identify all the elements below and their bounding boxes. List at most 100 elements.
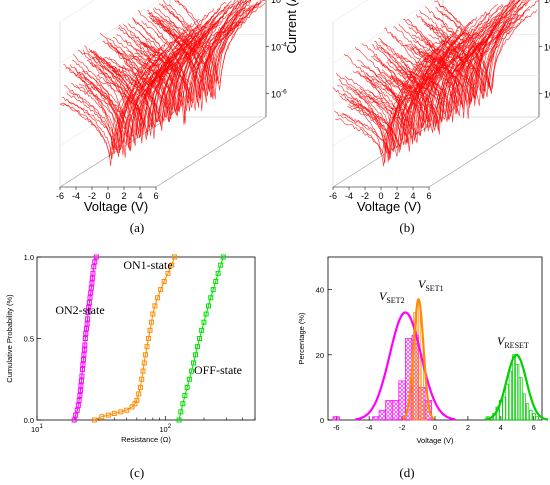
data-point xyxy=(91,417,97,423)
x-tick-label: 0 xyxy=(433,423,437,432)
iv-curve xyxy=(429,10,526,106)
iv-curve xyxy=(119,17,217,123)
iv-curve xyxy=(136,24,233,112)
iv-curve xyxy=(422,15,520,104)
x-axis-label: Resistance (Ω) xyxy=(121,435,171,444)
series-label-base: V xyxy=(379,289,388,303)
data-point xyxy=(84,321,90,327)
z-tick-label-base: 10 xyxy=(544,0,550,5)
iv-curve xyxy=(159,0,252,92)
iv-curve xyxy=(403,11,501,112)
data-point xyxy=(111,410,117,416)
data-point xyxy=(86,305,92,311)
data-point xyxy=(215,270,221,276)
data-point xyxy=(165,270,171,276)
x-axis-label: Voltage (V) xyxy=(357,199,421,214)
iv-curve xyxy=(423,0,521,99)
histogram-bar xyxy=(521,393,526,421)
data-point xyxy=(73,412,79,418)
x-tick-label: -4 xyxy=(345,191,353,201)
x-tick-label: 4 xyxy=(410,191,415,201)
z-tick-label-base: 10 xyxy=(544,42,550,52)
data-point xyxy=(82,336,88,341)
iv-curve xyxy=(144,0,239,104)
iv-curve xyxy=(92,52,189,144)
data-point xyxy=(75,402,81,408)
iv-curve xyxy=(375,21,472,132)
iv-curve xyxy=(415,22,512,110)
data-point xyxy=(148,319,154,325)
data-point xyxy=(158,287,164,293)
iv-curve xyxy=(68,44,166,158)
x-tick-label: -6 xyxy=(333,423,340,432)
iv-curve xyxy=(344,44,442,145)
right-depth-edge xyxy=(428,116,540,188)
x-tick-label: 4 xyxy=(499,423,503,432)
data-point xyxy=(87,295,93,301)
iv-curve xyxy=(174,0,262,84)
iv-curve xyxy=(426,0,515,98)
data-point xyxy=(218,262,224,268)
left-depth-edge xyxy=(59,116,171,188)
iv-curve xyxy=(431,15,529,94)
data-point xyxy=(71,417,77,423)
iv-curve xyxy=(124,7,221,115)
data-point xyxy=(88,285,94,291)
data-point xyxy=(178,409,184,415)
iv-curve xyxy=(362,30,460,145)
iv-curve xyxy=(121,20,219,116)
x-tick-label: 6 xyxy=(426,191,431,201)
data-point xyxy=(83,331,89,337)
iv-curve xyxy=(157,4,254,96)
data-point xyxy=(208,295,214,301)
left-depth-edge xyxy=(332,116,444,188)
histogram-bar xyxy=(378,409,386,421)
data-point xyxy=(124,407,130,413)
iv-curve xyxy=(433,0,531,100)
x-tick-label: -2 xyxy=(361,191,369,201)
iv-curve xyxy=(437,0,531,98)
data-point xyxy=(76,397,82,403)
iv-curve xyxy=(64,56,161,155)
series-label-base: V xyxy=(497,334,506,348)
z-tick-label-exp: -4 xyxy=(281,41,287,48)
iv-curve xyxy=(128,6,226,111)
data-point xyxy=(79,373,85,379)
data-point xyxy=(81,347,87,353)
data-point xyxy=(161,278,167,284)
iv-curve xyxy=(390,11,488,124)
iv-curve xyxy=(165,0,252,100)
x-tick-label-base: 10 xyxy=(159,425,167,434)
iv-curve xyxy=(365,33,462,142)
x-axis-label: Voltage (V) xyxy=(84,199,148,214)
x-tick-label: 102 xyxy=(159,423,171,434)
series-label-0: VSET2 xyxy=(379,289,405,305)
iv-curve xyxy=(358,48,455,145)
data-point xyxy=(140,368,146,374)
z-tick-label-base: 10 xyxy=(271,42,281,52)
data-point xyxy=(197,336,203,341)
data-point xyxy=(99,414,105,420)
data-point xyxy=(129,404,135,410)
histogram-bar xyxy=(535,416,540,421)
data-point xyxy=(80,357,86,363)
series-label-sub: RESET xyxy=(504,341,529,350)
data-point xyxy=(118,409,124,415)
iv-curve xyxy=(335,52,432,163)
data-point xyxy=(89,275,95,281)
series-label-sub: SET1 xyxy=(425,284,443,293)
series-label-2: VRESET xyxy=(497,334,529,350)
data-point xyxy=(144,344,150,350)
data-point xyxy=(74,407,80,413)
iv-curve xyxy=(411,10,509,106)
iv-curve xyxy=(160,1,258,98)
data-point xyxy=(146,336,152,341)
y-tick-label: 0 xyxy=(320,416,324,425)
iv-curve xyxy=(374,34,471,126)
y-tick-label: 0.5 xyxy=(24,335,34,344)
x-tick-label: -4 xyxy=(72,191,80,201)
label-on1-state: ON1-state xyxy=(123,258,172,272)
caption-a: (a) xyxy=(130,220,144,235)
data-point xyxy=(93,254,99,260)
